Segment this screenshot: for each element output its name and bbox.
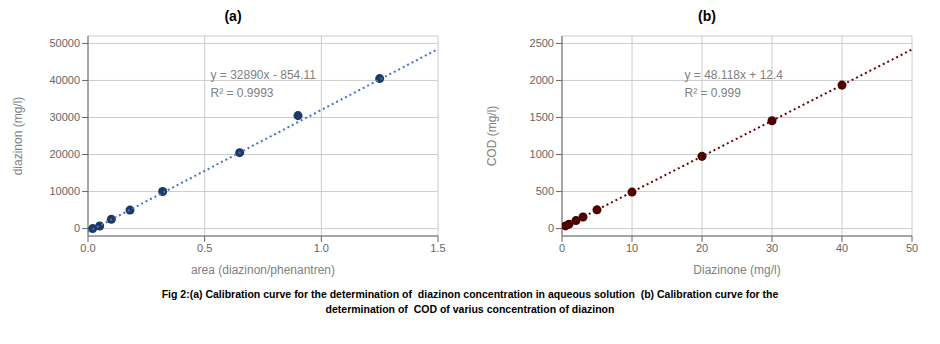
svg-text:50: 50 [906,242,918,254]
svg-text:1500: 1500 [530,111,554,123]
svg-text:30000: 30000 [49,111,80,123]
html-text:determination of COD of varius: determination of COD of varius concentra… [325,303,615,315]
html-text:Fig 2:(a) Calibration curve fo: Fig 2:(a) Calibration curve for the dete… [161,288,779,300]
svg-text:40000: 40000 [49,74,80,86]
svg-text:50000: 50000 [49,37,80,49]
svg-text:2000: 2000 [530,74,554,86]
svg-text:2500: 2500 [530,37,554,49]
svg-text:30: 30 [766,242,778,254]
svg-text:Diazinone (mg/l): Diazinone (mg/l) [693,263,780,277]
svg-text:10000: 10000 [49,185,80,197]
svg-text:1000: 1000 [530,148,554,160]
svg-text:10: 10 [626,242,638,254]
html-text:(a): (a) [224,8,242,24]
html-text:R² = 0.999: R² = 0.999 [684,86,741,100]
svg-text:1.5: 1.5 [430,242,445,254]
svg-text:0: 0 [548,222,554,234]
html-text:y = 32890x - 854.11: y = 32890x - 854.11 [210,68,316,82]
svg-text:area (diazinon/phenantren): area (diazinon/phenantren) [191,263,335,277]
svg-text:COD (mg/l): COD (mg/l) [485,106,499,167]
svg-text:0.0: 0.0 [80,242,95,254]
svg-text:20000: 20000 [49,148,80,160]
html-text:(b): (b) [698,8,716,24]
svg-text:500: 500 [536,185,554,197]
html-text:R² = 0.9993: R² = 0.9993 [210,86,274,100]
svg-text:0.5: 0.5 [197,242,212,254]
svg-text:0: 0 [559,242,565,254]
svg-text:diazinon (mg/l): diazinon (mg/l) [11,97,25,176]
svg-text:1.0: 1.0 [314,242,329,254]
html-text:y = 48.118x + 12.4: y = 48.118x + 12.4 [684,68,783,82]
svg-text:20: 20 [696,242,708,254]
svg-text:40: 40 [836,242,848,254]
svg-text:0: 0 [74,222,80,234]
